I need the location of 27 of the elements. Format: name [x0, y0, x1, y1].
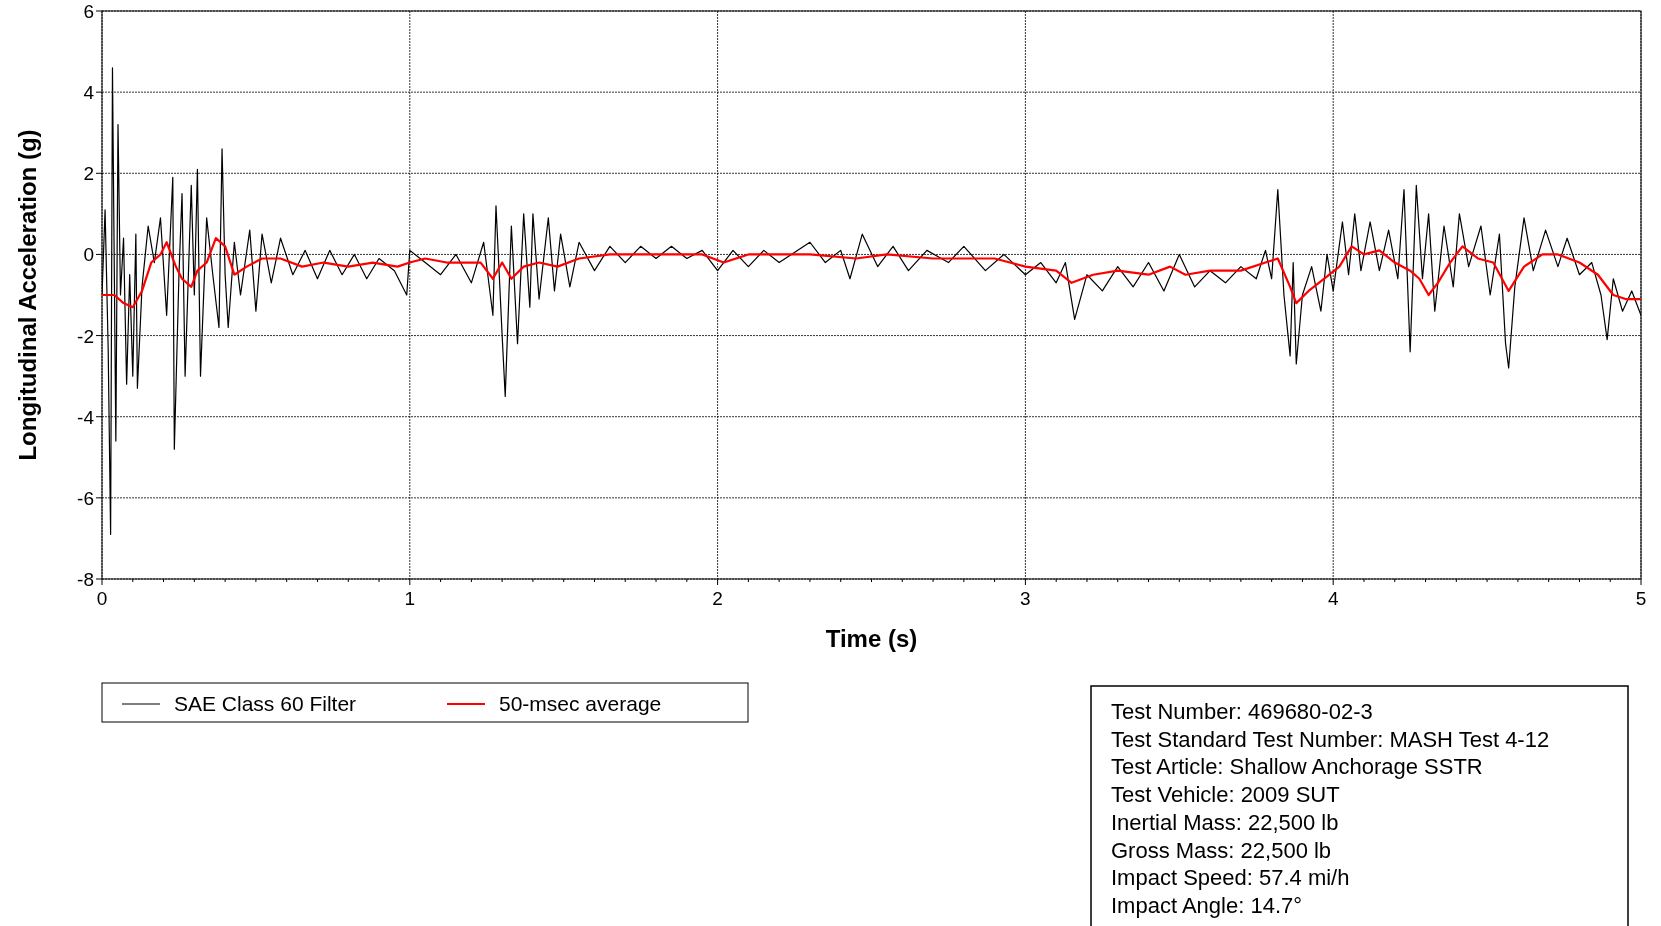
legend-label: SAE Class 60 Filter [174, 692, 357, 715]
text: Inertial Mass: 22,500 lb [1111, 809, 1339, 835]
x-tick-label: 3 [1020, 588, 1031, 609]
legend-label: 50-msec average [499, 692, 662, 715]
x-tick-label: 2 [712, 588, 723, 609]
x-axis-title: Time (s) [825, 625, 918, 652]
text: Gross Mass: 22,500 lb [1111, 837, 1332, 863]
y-axis-title: Longitudinal Acceleration (g) [14, 129, 41, 461]
text: Impact Speed: 57.4 mi/h [1111, 865, 1350, 891]
y-tick-label: -2 [77, 325, 94, 347]
text: Test Vehicle: 2009 SUT [1111, 782, 1340, 808]
y-tick-label: 0 [83, 244, 94, 266]
y-tick-label: 4 [83, 82, 95, 104]
y-tick-label: -4 [77, 406, 95, 428]
y-tick-label: -6 [77, 487, 94, 509]
x-tick-label: 0 [96, 588, 108, 609]
text: Test Standard Test Number: MASH Test 4-12 [1111, 726, 1550, 752]
line-series [102, 237, 1641, 309]
y-tick-label: -8 [77, 569, 94, 590]
y-tick-label: 2 [83, 163, 94, 185]
y-tick-label: 6 [83, 1, 94, 22]
text: Test Article: Shallow Anchorage SSTR [1111, 754, 1483, 780]
x-tick-label: 1 [404, 588, 416, 609]
x-tick-label: 4 [1327, 588, 1339, 609]
x-tick-label: 5 [1635, 588, 1647, 609]
text: Impact Angle: 14.7° [1111, 892, 1303, 918]
text: Test Number: 469680-02-3 [1111, 699, 1373, 724]
